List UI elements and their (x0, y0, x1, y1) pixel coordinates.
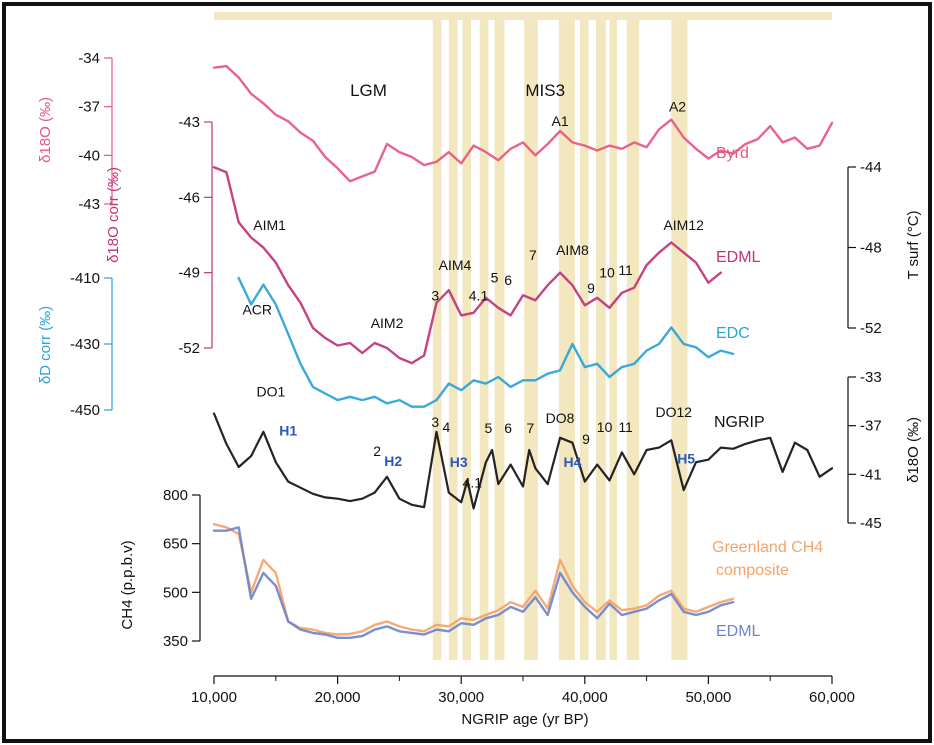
annotation-ngrip-h5-33: H5 (677, 450, 695, 466)
ngrip-tick-label--33: -33 (860, 369, 882, 386)
shaded-band-2 (449, 20, 458, 660)
shaded-band-4 (480, 20, 489, 660)
annotation-ngrip-9-29: 9 (582, 431, 590, 447)
annotation-ngrip-do12-32: DO12 (656, 404, 693, 420)
period-label-mis3: MIS3 (525, 81, 565, 100)
period-label-lgm: LGM (350, 81, 387, 100)
byrd-axis-title: δ18O (‰) (37, 97, 54, 163)
annotation-edc-acr-15: ACR (242, 301, 272, 317)
annotation-ngrip-4-1-23: 4.1 (463, 475, 483, 491)
record-label-ngrip: NGRIP (714, 414, 765, 431)
edc-tick-label--430: -430 (70, 336, 100, 353)
annotation-ngrip-10-30: 10 (597, 419, 613, 435)
annotation-ngrip-do8-27: DO8 (546, 410, 575, 426)
annotation-edml-4-1-6: 4.1 (469, 287, 489, 303)
x-tick-label-20000: 20,000 (315, 689, 361, 706)
edml-axis-title: δ18O corr (‰) (105, 167, 122, 263)
annotation-ngrip-h1-17: H1 (279, 422, 297, 438)
annotation-edml-6-8: 6 (504, 272, 512, 288)
record-label-greenland-ch4: Greenland CH4 (712, 539, 823, 556)
annotation-ngrip-6-25: 6 (504, 420, 512, 436)
annotation-ngrip-3-20: 3 (431, 414, 439, 430)
x-tick-label-40000: 40,000 (562, 689, 608, 706)
byrd-tick-label--37: -37 (78, 99, 100, 116)
x-axis-title: NGRIP age (yr BP) (461, 711, 588, 728)
annotation-edml-7-9: 7 (529, 247, 537, 263)
byrd-tick-label--43: -43 (78, 196, 100, 213)
annotation-ngrip-5-24: 5 (484, 420, 492, 436)
annotation-edml-3-5: 3 (431, 287, 439, 303)
byrd-tick-label--40: -40 (78, 147, 100, 164)
shaded-band-5 (495, 20, 505, 660)
series-ch4-4 (214, 524, 733, 634)
tsurf-tick-label--48: -48 (860, 240, 882, 257)
shaded-band-6 (524, 20, 538, 660)
annotation-edml-aim12-14: AIM12 (663, 217, 704, 233)
ch4-axis-title: CH4 (p.p.b.v) (119, 540, 136, 629)
annotation-ngrip-11-31: 11 (618, 419, 633, 435)
ngrip-tick-label--45: -45 (860, 515, 882, 532)
annotation-edml-aim2-3: AIM2 (371, 315, 404, 331)
annotation-edml-10-12: 10 (599, 265, 615, 281)
annotation-ngrip-h4-28: H4 (563, 454, 581, 470)
shaded-band-9 (596, 20, 606, 660)
annotation-byrd-a2-1: A2 (669, 99, 686, 115)
edml-tick-label--49: -49 (178, 265, 200, 282)
edc-tick-label--450: -450 (70, 402, 100, 419)
annotation-ngrip-4-21: 4 (442, 419, 450, 435)
edc-axis-title: δD corr (‰) (37, 306, 54, 384)
x-tick-label-60000: 60,000 (809, 689, 855, 706)
ngrip-tick-label--41: -41 (860, 466, 882, 483)
annotation-edml-9-11: 9 (587, 280, 595, 296)
tsurf-tick-label--44: -44 (860, 159, 882, 176)
edml-tick-label--46: -46 (178, 189, 200, 206)
annotation-edml-aim4-4: AIM4 (439, 257, 472, 273)
annotation-ngrip-do1-16: DO1 (256, 383, 285, 399)
annotation-ngrip-h2-19: H2 (384, 453, 402, 469)
byrd-tick-label--34: -34 (78, 50, 100, 67)
record-label-byrd: Byrd (716, 145, 749, 162)
x-tick-label-50000: 50,000 (685, 689, 731, 706)
annotation-ngrip-2-18: 2 (373, 443, 381, 459)
x-tick-label-10000: 10,000 (191, 689, 237, 706)
edc-tick-label--410: -410 (70, 270, 100, 287)
record-label-greenland-composite: composite (716, 562, 789, 579)
edml-tick-label--43: -43 (178, 114, 200, 131)
tsurf-tick-label--52: -52 (860, 320, 882, 337)
tsurf-axis-title: T surf (°C) (905, 210, 922, 279)
annotation-ngrip-7-26: 7 (527, 420, 535, 436)
shaded-band-1 (433, 20, 442, 660)
ch4-tick-label-800: 800 (163, 487, 188, 504)
x-tick-label-30000: 30,000 (438, 689, 484, 706)
annotation-edml-aim8-10: AIM8 (556, 242, 589, 258)
shaded-band-3 (462, 20, 471, 660)
record-label-edc: EDC (716, 325, 750, 342)
series-byrd-0 (214, 66, 832, 181)
annotation-ngrip-h3-22: H3 (450, 454, 468, 470)
ngrip-axis-title: δ18O (‰) (905, 417, 922, 483)
annotation-edml-11-13: 11 (618, 262, 633, 278)
axes: 10,000 20,000 30,000 40,000 50,000 60,000 -34 -… (70, 50, 882, 706)
series-ch4-5 (214, 527, 733, 637)
ch4-tick-label-350: 350 (163, 633, 188, 650)
top-strip (214, 12, 832, 20)
shaded-band-10 (610, 20, 617, 660)
shaded-band-8 (580, 20, 589, 660)
ch4-tick-label-650: 650 (163, 536, 188, 553)
annotation-edml-aim1-2: AIM1 (253, 217, 286, 233)
annotation-edml-5-7: 5 (491, 270, 499, 286)
annotation-byrd-a1-0: A1 (552, 113, 569, 129)
record-label-edml: EDML (716, 249, 761, 266)
ch4-tick-label-500: 500 (163, 584, 188, 601)
shaded-band-11 (627, 20, 639, 660)
edml-tick-label--52: -52 (178, 340, 200, 357)
ngrip-tick-label--37: -37 (860, 418, 882, 435)
record-label-edml-ch4: EDML (716, 623, 761, 640)
